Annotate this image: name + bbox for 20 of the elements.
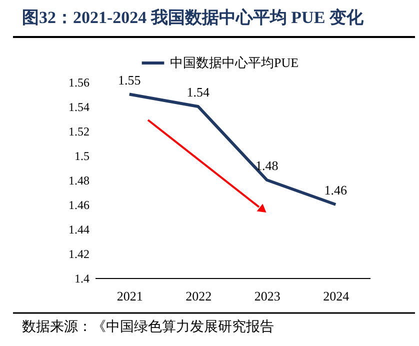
y-tick-label: 1.44 xyxy=(68,222,90,236)
y-tick-label: 1.42 xyxy=(68,247,90,261)
y-tick-label: 1.52 xyxy=(68,124,90,138)
chart-title: 图32：2021-2024 我国数据中心平均 PUE 变化 xyxy=(22,8,364,27)
data-label: 1.54 xyxy=(186,84,210,100)
x-tick-label: 2022 xyxy=(186,288,212,304)
data-label: 1.55 xyxy=(118,72,141,88)
legend-label: 中国数据中心平均PUE xyxy=(170,55,299,70)
y-tick-label: 1.48 xyxy=(68,174,90,188)
y-tick-label: 1.5 xyxy=(74,149,90,163)
source-note: 数据来源：《中国绿色算力发展研究报告 xyxy=(22,319,274,335)
data-label: 1.46 xyxy=(324,182,348,198)
x-tick-label: 2023 xyxy=(254,288,280,304)
x-tick-label: 2021 xyxy=(116,288,143,304)
data-label: 1.48 xyxy=(256,158,278,173)
y-tick-label: 1.56 xyxy=(68,76,90,90)
y-tick-label: 1.54 xyxy=(68,100,90,114)
x-tick-label: 2024 xyxy=(323,288,350,304)
y-tick-label: 1.46 xyxy=(68,198,90,212)
y-tick-label: 1.4 xyxy=(74,272,90,286)
